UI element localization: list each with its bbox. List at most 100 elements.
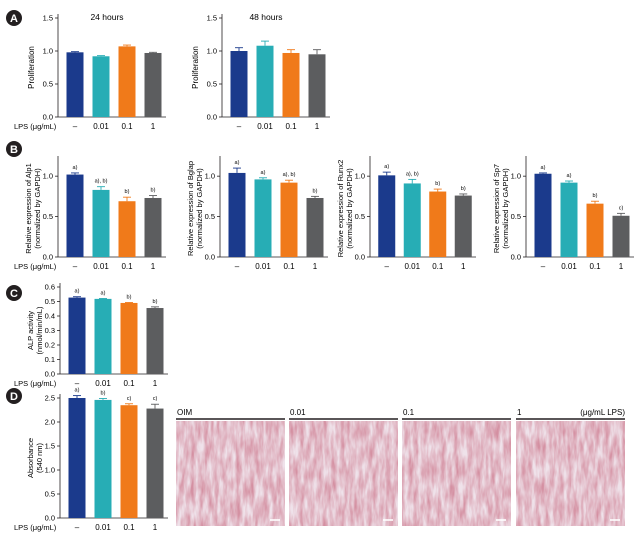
x-tick-label: –: [73, 122, 78, 131]
bar: [403, 183, 421, 257]
y-tick-label: 0.5: [45, 490, 55, 499]
chart-a1: 0.0 0.5 1.0 1.5 Proliferation 24 hours – 0.01 0.…: [14, 12, 166, 131]
y-axis-label-line1: ALP activity: [26, 311, 35, 350]
bar: [118, 46, 136, 117]
chart-d: 0.0 0.5 1.0 1.5 2.0 2.5 Absorbance (540 nm) a) – b…: [14, 388, 168, 532]
x-tick-label: –: [541, 262, 546, 271]
x-tick-label: 1: [151, 122, 156, 131]
significance-label: a), b): [406, 171, 419, 177]
y-tick-label: 1.5: [43, 14, 53, 23]
y-tick-label: 1.0: [207, 47, 217, 56]
panel-badge-d: D: [6, 388, 22, 404]
bar: [378, 175, 396, 257]
x-tick-label: 0.01: [93, 262, 109, 271]
bar: [146, 408, 164, 518]
y-axis-label-line2: (normalized by GAPDH): [345, 168, 354, 249]
x-tick-label: 0.1: [121, 262, 133, 271]
bar: [66, 174, 84, 257]
chart-title: 24 hours: [90, 12, 123, 22]
y-tick-label: 0.0: [355, 253, 365, 262]
y-tick-label: 0.5: [207, 80, 217, 89]
x-tick-label: 0.01: [93, 122, 109, 131]
significance-label: b): [435, 181, 440, 187]
y-axis-label-line2: (normalized by GAPDH): [33, 168, 42, 249]
y-tick-label: 0.5: [43, 80, 53, 89]
x-tick-label: 0.01: [255, 262, 271, 271]
y-tick-label: 0.0: [43, 253, 53, 262]
y-axis-label: Relative expression of Alp1 (normalized b…: [24, 163, 42, 253]
panel-letter: A: [10, 13, 18, 25]
micrograph-label: 1: [517, 408, 522, 417]
y-tick-label: 0.0: [205, 253, 215, 262]
bar: [94, 298, 112, 374]
bar: [144, 197, 162, 257]
y-axis-label: Proliferation: [27, 46, 36, 89]
y-axis-label-line1: Proliferation: [27, 46, 36, 89]
x-tick-label: –: [75, 379, 80, 388]
significance-label: a): [261, 170, 266, 176]
significance-label: a): [384, 164, 389, 170]
x-tick-label: 0.1: [285, 122, 297, 131]
significance-label: b): [461, 186, 466, 192]
micrograph-image: [289, 421, 398, 526]
lps-axis-label: LPS (μg/mL): [14, 523, 57, 532]
y-axis-label-line2: (normalized by GAPDH): [501, 168, 510, 249]
micrograph-strip: OIM 0.01 0.1 1 (μg/mL LPS): [176, 408, 625, 526]
bar: [454, 195, 472, 257]
bar: [308, 54, 326, 117]
x-tick-label: 1: [153, 379, 158, 388]
micrograph-image: [176, 421, 285, 526]
x-tick-label: 0.1: [432, 262, 444, 271]
significance-label: c): [619, 205, 624, 211]
bar: [120, 302, 138, 374]
significance-label: b): [127, 295, 132, 301]
significance-label: b): [151, 188, 156, 194]
x-tick-label: 0.01: [257, 122, 273, 131]
chart-title: 48 hours: [249, 12, 282, 22]
y-tick-label: 1.0: [43, 47, 53, 56]
bar: [254, 179, 272, 257]
y-tick-label: 2.5: [45, 394, 55, 403]
significance-label: a): [101, 290, 106, 296]
chart-c: 0.0 0.1 0.2 0.3 0.4 0.5 0.6 ALP activity (nmol/m…: [14, 283, 168, 388]
x-tick-label: –: [235, 262, 240, 271]
x-tick-label: –: [237, 122, 242, 131]
significance-label: b): [593, 193, 598, 199]
significance-label: a): [235, 160, 240, 166]
significance-label: c): [153, 396, 158, 402]
micrograph-label: 0.1: [403, 408, 415, 417]
y-tick-label: 1.0: [205, 172, 215, 181]
y-axis-label: ALP activity (nmol/min/mL): [26, 306, 44, 354]
x-tick-label: 0.1: [121, 122, 133, 131]
bar: [612, 215, 630, 257]
y-axis-label-line2: (540 nm): [35, 442, 44, 473]
micrograph-image: [402, 421, 511, 526]
x-tick-label: 1: [151, 262, 156, 271]
y-tick-label: 0.5: [355, 212, 365, 221]
bar: [66, 52, 84, 117]
y-tick-label: 0.0: [43, 113, 53, 122]
panel-letter: C: [10, 288, 18, 300]
significance-label: a): [75, 289, 80, 295]
bar: [120, 405, 138, 518]
y-axis-label-line1: Relative expression of Runx2: [336, 160, 345, 258]
x-tick-label: 0.1: [123, 379, 135, 388]
y-tick-label: 0.5: [205, 212, 215, 221]
bar: [230, 51, 248, 117]
x-tick-label: –: [385, 262, 390, 271]
y-tick-label: 1.0: [355, 172, 365, 181]
significance-label: a): [567, 173, 572, 179]
x-tick-label: 0.01: [561, 262, 577, 271]
micrograph-panel: OIM: [176, 408, 285, 526]
y-tick-label: 0.6: [45, 283, 55, 292]
bar: [228, 172, 246, 257]
y-axis-label-line1: Relative expression of Bglap: [186, 161, 195, 256]
lps-axis-label: LPS (μg/mL): [14, 379, 57, 388]
significance-label: a): [73, 165, 78, 171]
micrograph-label: 0.01: [290, 408, 306, 417]
significance-label: b): [153, 299, 158, 305]
panel-letter: D: [10, 391, 18, 403]
micrograph-unit-label: (μg/mL LPS): [580, 408, 625, 417]
